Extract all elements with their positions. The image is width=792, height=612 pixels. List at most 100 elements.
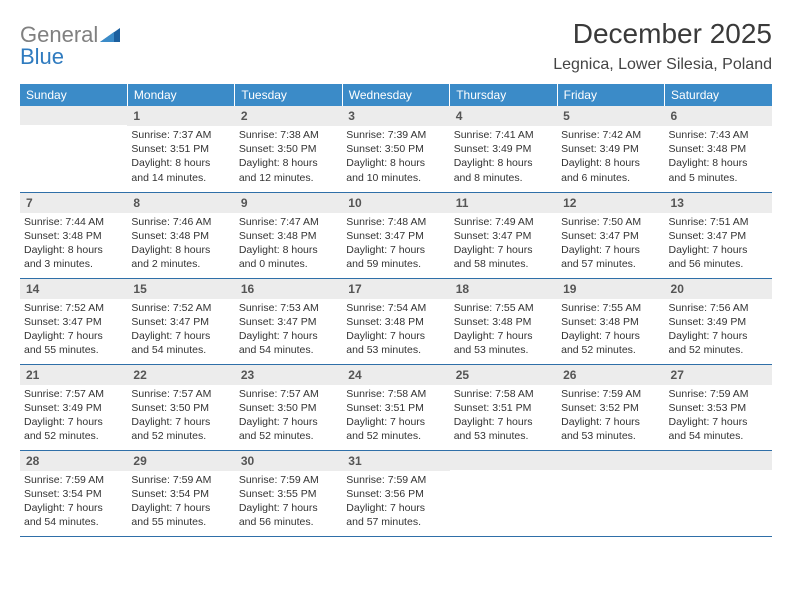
daylight-text: Daylight: 8 hours — [24, 243, 123, 257]
sunset-text: Sunset: 3:49 PM — [454, 142, 553, 156]
daylight-text: Daylight: 7 hours — [24, 501, 123, 515]
sunrise-text: Sunrise: 7:58 AM — [346, 387, 445, 401]
sunset-text: Sunset: 3:47 PM — [239, 315, 338, 329]
daylight-text: and 52 minutes. — [239, 429, 338, 443]
sunrise-text: Sunrise: 7:48 AM — [346, 215, 445, 229]
sunset-text: Sunset: 3:55 PM — [239, 487, 338, 501]
calendar-cell — [450, 450, 557, 536]
sunset-text: Sunset: 3:50 PM — [239, 142, 338, 156]
sunrise-text: Sunrise: 7:59 AM — [346, 473, 445, 487]
day-body: Sunrise: 7:49 AMSunset: 3:47 PMDaylight:… — [450, 213, 557, 276]
day-number: 28 — [20, 451, 127, 471]
calendar-week-row: 14Sunrise: 7:52 AMSunset: 3:47 PMDayligh… — [20, 278, 772, 364]
day-number: 9 — [235, 193, 342, 213]
sunrise-text: Sunrise: 7:53 AM — [239, 301, 338, 315]
day-body: Sunrise: 7:38 AMSunset: 3:50 PMDaylight:… — [235, 126, 342, 189]
calendar-cell: 30Sunrise: 7:59 AMSunset: 3:55 PMDayligh… — [235, 450, 342, 536]
calendar-cell: 8Sunrise: 7:46 AMSunset: 3:48 PMDaylight… — [127, 192, 234, 278]
day-body: Sunrise: 7:58 AMSunset: 3:51 PMDaylight:… — [342, 385, 449, 448]
day-body: Sunrise: 7:41 AMSunset: 3:49 PMDaylight:… — [450, 126, 557, 189]
daylight-text: and 53 minutes. — [454, 429, 553, 443]
sunset-text: Sunset: 3:51 PM — [346, 401, 445, 415]
sunset-text: Sunset: 3:52 PM — [561, 401, 660, 415]
day-number: 31 — [342, 451, 449, 471]
day-number: 10 — [342, 193, 449, 213]
calendar-cell — [20, 106, 127, 192]
calendar-cell — [557, 450, 664, 536]
daylight-text: and 14 minutes. — [131, 171, 230, 185]
daylight-text: and 52 minutes. — [346, 429, 445, 443]
weekday-header: Wednesday — [342, 84, 449, 106]
day-number: 25 — [450, 365, 557, 385]
day-number: 7 — [20, 193, 127, 213]
day-body: Sunrise: 7:47 AMSunset: 3:48 PMDaylight:… — [235, 213, 342, 276]
day-number: 30 — [235, 451, 342, 471]
day-number: 4 — [450, 106, 557, 126]
daylight-text: Daylight: 8 hours — [131, 243, 230, 257]
sunset-text: Sunset: 3:48 PM — [561, 315, 660, 329]
daylight-text: and 53 minutes. — [561, 429, 660, 443]
daylight-text: Daylight: 7 hours — [131, 329, 230, 343]
sunset-text: Sunset: 3:51 PM — [131, 142, 230, 156]
sunrise-text: Sunrise: 7:57 AM — [131, 387, 230, 401]
calendar-cell: 7Sunrise: 7:44 AMSunset: 3:48 PMDaylight… — [20, 192, 127, 278]
calendar-cell: 12Sunrise: 7:50 AMSunset: 3:47 PMDayligh… — [557, 192, 664, 278]
daylight-text: and 53 minutes. — [454, 343, 553, 357]
day-body: Sunrise: 7:50 AMSunset: 3:47 PMDaylight:… — [557, 213, 664, 276]
sunrise-text: Sunrise: 7:52 AM — [131, 301, 230, 315]
calendar-week-row: 1Sunrise: 7:37 AMSunset: 3:51 PMDaylight… — [20, 106, 772, 192]
page-title: December 2025 — [553, 18, 772, 50]
location-text: Legnica, Lower Silesia, Poland — [553, 56, 772, 74]
weekday-header: Sunday — [20, 84, 127, 106]
daylight-text: and 59 minutes. — [346, 257, 445, 271]
day-number: 3 — [342, 106, 449, 126]
daylight-text: and 58 minutes. — [454, 257, 553, 271]
day-body: Sunrise: 7:52 AMSunset: 3:47 PMDaylight:… — [20, 299, 127, 362]
day-number — [20, 106, 127, 125]
calendar-cell: 2Sunrise: 7:38 AMSunset: 3:50 PMDaylight… — [235, 106, 342, 192]
sunrise-text: Sunrise: 7:56 AM — [669, 301, 768, 315]
day-body: Sunrise: 7:55 AMSunset: 3:48 PMDaylight:… — [557, 299, 664, 362]
sunrise-text: Sunrise: 7:42 AM — [561, 128, 660, 142]
sunset-text: Sunset: 3:54 PM — [131, 487, 230, 501]
daylight-text: and 54 minutes. — [239, 343, 338, 357]
sunset-text: Sunset: 3:47 PM — [454, 229, 553, 243]
calendar-cell: 1Sunrise: 7:37 AMSunset: 3:51 PMDaylight… — [127, 106, 234, 192]
sunrise-text: Sunrise: 7:55 AM — [561, 301, 660, 315]
day-body: Sunrise: 7:43 AMSunset: 3:48 PMDaylight:… — [665, 126, 772, 189]
calendar-cell: 28Sunrise: 7:59 AMSunset: 3:54 PMDayligh… — [20, 450, 127, 536]
calendar-cell: 4Sunrise: 7:41 AMSunset: 3:49 PMDaylight… — [450, 106, 557, 192]
calendar-cell: 3Sunrise: 7:39 AMSunset: 3:50 PMDaylight… — [342, 106, 449, 192]
sunset-text: Sunset: 3:53 PM — [669, 401, 768, 415]
calendar-cell: 10Sunrise: 7:48 AMSunset: 3:47 PMDayligh… — [342, 192, 449, 278]
day-body: Sunrise: 7:37 AMSunset: 3:51 PMDaylight:… — [127, 126, 234, 189]
calendar-cell: 16Sunrise: 7:53 AMSunset: 3:47 PMDayligh… — [235, 278, 342, 364]
sunrise-text: Sunrise: 7:58 AM — [454, 387, 553, 401]
daylight-text: and 52 minutes. — [131, 429, 230, 443]
sunrise-text: Sunrise: 7:57 AM — [24, 387, 123, 401]
daylight-text: Daylight: 7 hours — [669, 243, 768, 257]
daylight-text: and 10 minutes. — [346, 171, 445, 185]
calendar-header: SundayMondayTuesdayWednesdayThursdayFrid… — [20, 84, 772, 106]
sunrise-text: Sunrise: 7:55 AM — [454, 301, 553, 315]
calendar-cell: 9Sunrise: 7:47 AMSunset: 3:48 PMDaylight… — [235, 192, 342, 278]
title-block: December 2025 Legnica, Lower Silesia, Po… — [553, 18, 772, 74]
calendar-cell: 21Sunrise: 7:57 AMSunset: 3:49 PMDayligh… — [20, 364, 127, 450]
sunset-text: Sunset: 3:49 PM — [669, 315, 768, 329]
day-body: Sunrise: 7:48 AMSunset: 3:47 PMDaylight:… — [342, 213, 449, 276]
sunrise-text: Sunrise: 7:50 AM — [561, 215, 660, 229]
day-number: 27 — [665, 365, 772, 385]
daylight-text: and 55 minutes. — [131, 515, 230, 529]
day-number: 26 — [557, 365, 664, 385]
daylight-text: and 54 minutes. — [24, 515, 123, 529]
day-number: 22 — [127, 365, 234, 385]
weekday-header: Saturday — [665, 84, 772, 106]
daylight-text: Daylight: 7 hours — [454, 243, 553, 257]
daylight-text: Daylight: 7 hours — [346, 501, 445, 515]
day-body: Sunrise: 7:56 AMSunset: 3:49 PMDaylight:… — [665, 299, 772, 362]
calendar-cell: 22Sunrise: 7:57 AMSunset: 3:50 PMDayligh… — [127, 364, 234, 450]
day-body: Sunrise: 7:39 AMSunset: 3:50 PMDaylight:… — [342, 126, 449, 189]
day-body: Sunrise: 7:55 AMSunset: 3:48 PMDaylight:… — [450, 299, 557, 362]
daylight-text: Daylight: 8 hours — [669, 156, 768, 170]
daylight-text: Daylight: 7 hours — [239, 501, 338, 515]
